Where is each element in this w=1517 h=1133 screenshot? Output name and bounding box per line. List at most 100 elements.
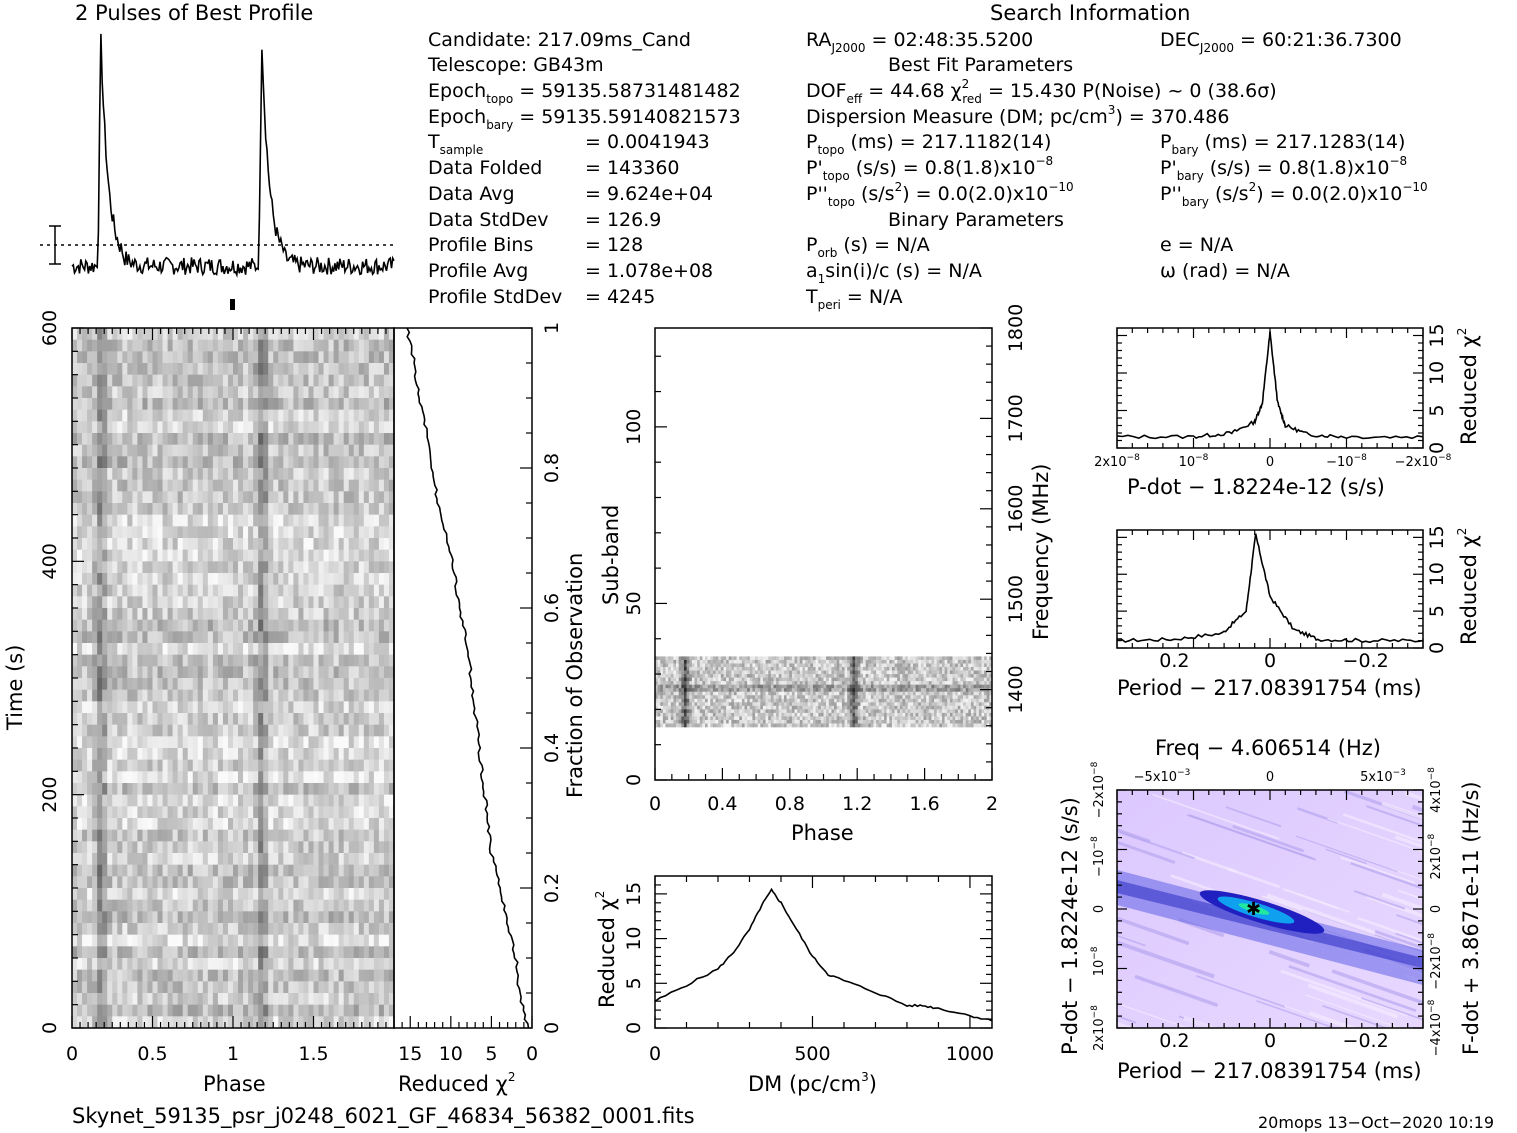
time-phase-cell (87, 584, 93, 597)
subband-cell (936, 656, 940, 661)
time-phase-cell (92, 328, 98, 340)
time-phase-cell (187, 771, 194, 784)
time-phase-cell (72, 911, 78, 924)
time-phase-cell (117, 818, 123, 830)
time-phase-cell (212, 561, 219, 574)
time-phase-cell (333, 398, 339, 410)
time-phase-cell (112, 619, 118, 632)
time-phase-cell (268, 619, 274, 632)
time-phase-cell (147, 911, 153, 924)
best-fit-title: Best Fit Parameters (888, 54, 1073, 76)
time-phase-cell (328, 794, 334, 807)
subband-cell (891, 663, 895, 668)
time-phase-cell (222, 864, 229, 877)
time-phase-cell (343, 468, 350, 480)
time-phase-cell (278, 526, 284, 539)
time-phase-cell (343, 596, 350, 609)
pddbary-label: P'' (1160, 183, 1182, 205)
time-phase-cell (137, 491, 143, 504)
time-phase-cell (358, 363, 365, 375)
subband-cell (949, 663, 953, 668)
time-phase-cell (137, 584, 143, 597)
time-phase-cell (323, 584, 329, 597)
time-phase-cell (107, 339, 113, 352)
time-phase-cell (333, 701, 339, 714)
time-phase-cell (233, 584, 239, 597)
subband-cell (952, 659, 956, 664)
time-phase-cell (368, 911, 375, 924)
time-phase-cell (248, 538, 254, 550)
time-phase-cell (107, 409, 113, 422)
subband-cell (699, 663, 703, 668)
time-phase-cell (233, 678, 239, 690)
time-phase-cell (378, 514, 385, 527)
time-phase-cell (162, 561, 168, 574)
profile-avg-val: = 1.078e+08 (585, 260, 713, 282)
time-phase-cell (283, 654, 289, 667)
subband-cell (718, 663, 722, 668)
time-phase-cell (132, 724, 138, 737)
time-phase-cell (202, 479, 209, 492)
time-phase-cell (112, 911, 118, 924)
time-phase-cell (383, 491, 390, 504)
time-phase-cell (278, 993, 284, 1005)
time-phase-cell (147, 584, 153, 597)
time-phase-cell (187, 1004, 194, 1017)
time-phase-cell (77, 841, 83, 854)
time-phase-cell (197, 573, 204, 585)
time-phase-cell (152, 829, 158, 842)
time-phase-cell (202, 701, 209, 714)
subband-cell (749, 656, 753, 661)
time-phase-cell (348, 701, 355, 714)
time-phase-cell (162, 864, 168, 877)
time-phase-cell (117, 713, 123, 725)
time-phase-cell (127, 421, 133, 434)
time-phase-cell (363, 876, 370, 889)
subband-cell (926, 656, 930, 661)
subband-cell (739, 670, 743, 675)
time-phase-cell (187, 631, 194, 644)
time-phase-cell (72, 538, 78, 550)
time-phase-cell (182, 993, 189, 1005)
time-phase-cell (167, 444, 173, 457)
time-phase-cell (278, 876, 284, 889)
time-phase-cell (222, 678, 229, 690)
time-phase-cell (263, 864, 269, 877)
time-phase-cell (263, 456, 269, 469)
time-phase-cell (348, 899, 355, 912)
time-phase-cell (243, 736, 249, 749)
time-phase-cell (217, 409, 224, 422)
time-phase-cell (323, 748, 329, 760)
subband-cell (807, 667, 811, 671)
time-phase-cell (238, 363, 244, 375)
time-phase-cell (378, 491, 385, 504)
time-phase-cell (318, 351, 324, 364)
time-phase-cell (348, 538, 355, 550)
time-phase-cell (248, 1016, 254, 1029)
time-phase-cell (107, 514, 113, 527)
time-phase-cell (343, 841, 350, 854)
time-phase-cell (268, 526, 274, 539)
time-phase-cell (147, 946, 153, 959)
subband-cell (862, 667, 866, 671)
time-phase-cell (132, 748, 138, 760)
time-phase-cell (127, 888, 133, 900)
subband-cell (849, 674, 853, 678)
time-phase-cell (333, 736, 339, 749)
time-phase-cell (238, 759, 244, 772)
time-phase-cell (117, 491, 123, 504)
subband-cell (844, 677, 848, 682)
subband-cell (923, 674, 927, 678)
time-phase-cell (358, 433, 365, 445)
time-phase-cell (293, 864, 299, 877)
time-phase-cell (102, 969, 108, 982)
time-phase-cell (333, 969, 339, 982)
subband-cell (794, 667, 798, 671)
time-phase-cell (273, 666, 279, 679)
time-phase-cell (187, 339, 194, 352)
redchi-tick-labels: 15 10 5 0 (398, 1043, 538, 1065)
time-phase-cell (132, 713, 138, 725)
time-phase-cell (288, 596, 294, 609)
time-phase-cell (227, 748, 234, 760)
time-phase-cell (248, 806, 254, 819)
